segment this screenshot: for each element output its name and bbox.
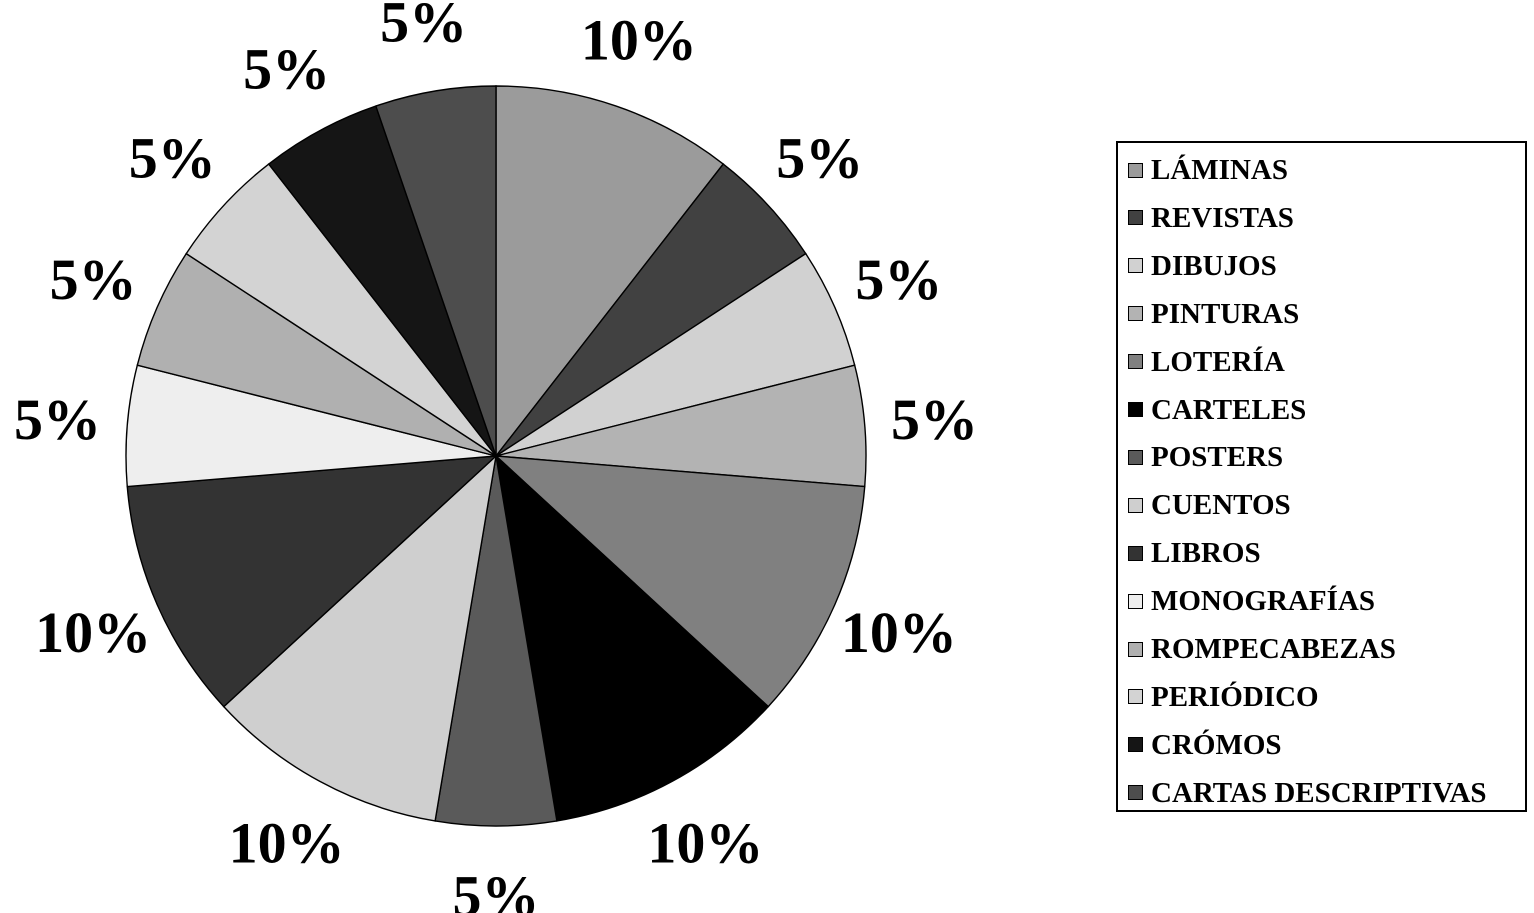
pie-slices [125, 85, 867, 827]
legend-label: POSTERS [1151, 441, 1284, 474]
data-label-cromos: 5% [243, 37, 330, 102]
data-label-monografias: 5% [14, 387, 101, 452]
data-label-pinturas: 5% [891, 387, 978, 452]
legend-label: LOTERÍA [1151, 345, 1285, 378]
legend-label: CRÓMOS [1151, 728, 1282, 761]
legend-item-revistas: REVISTAS [1128, 202, 1294, 234]
data-label-cuentos: 10% [229, 811, 345, 876]
pie-slice-cartas-descriptivas [374, 85, 497, 457]
data-label-laminas: 10% [581, 7, 697, 72]
legend-item-cartas-descriptivas: CARTAS DESCRIPTIVAS [1128, 777, 1487, 809]
data-label-cartas-descriptivas: 5% [380, 0, 467, 55]
legend-item-dibujos: DIBUJOS [1128, 250, 1277, 282]
legend-item-monografias: MONOGRAFÍAS [1128, 585, 1375, 617]
legend-label: CUENTOS [1151, 489, 1291, 522]
legend-label: REVISTAS [1151, 201, 1294, 234]
pie-slice-carteles [494, 454, 770, 822]
legend: LÁMINAS REVISTAS DIBUJOS PINTURAS LOTERÍA CAR… [1116, 141, 1527, 812]
pie-slice-libros [126, 455, 498, 708]
legend-swatch [1128, 593, 1143, 609]
data-label-carteles: 10% [647, 811, 763, 876]
data-label-loteria: 10% [841, 600, 957, 665]
legend-item-carteles: CARTELES [1128, 394, 1306, 426]
legend-swatch [1128, 785, 1143, 801]
legend-item-rompecabezas: ROMPECABEZAS [1128, 633, 1396, 665]
legend-label: ROMPECABEZAS [1151, 633, 1396, 665]
pie-slice-laminas [495, 85, 725, 459]
data-label-posters: 5% [453, 864, 540, 913]
legend-label: CARTAS DESCRIPTIVAS [1151, 776, 1487, 809]
data-label-periodico: 5% [129, 126, 216, 191]
legend-label: LÁMINAS [1151, 154, 1288, 186]
legend-item-libros: LIBROS [1128, 537, 1261, 569]
legend-label: CARTELES [1151, 393, 1307, 426]
legend-item-laminas: LÁMINAS [1128, 154, 1288, 186]
data-label-rompecabezas: 5% [50, 247, 137, 312]
legend-item-cuentos: CUENTOS [1128, 489, 1291, 521]
legend-swatch [1128, 210, 1143, 226]
legend-swatch [1128, 737, 1143, 753]
pie-data-labels: 10% 5% 5% 5% 10% 10% 5% 10% 10% 5% 5% 5% 5% 5% [14, 0, 978, 913]
legend-swatch [1128, 689, 1143, 705]
pie-slice-loteria [494, 455, 866, 708]
legend-swatch [1128, 354, 1143, 370]
data-label-revistas: 5% [776, 126, 863, 191]
legend-item-periodico: PERIÓDICO [1128, 681, 1319, 713]
legend-label: DIBUJOS [1151, 249, 1277, 282]
data-label-libros: 10% [35, 600, 151, 665]
legend-swatch [1128, 162, 1143, 178]
legend-swatch [1128, 497, 1143, 513]
data-label-dibujos: 5% [855, 247, 942, 312]
legend-swatch [1128, 402, 1143, 417]
legend-swatch [1128, 306, 1143, 322]
legend-item-loteria: LOTERÍA [1128, 346, 1285, 378]
legend-item-posters: POSTERS [1128, 441, 1283, 473]
pie-slice-cuentos [222, 454, 498, 822]
legend-swatch [1128, 545, 1143, 561]
legend-label: PINTURAS [1151, 297, 1300, 330]
legend-label: MONOGRAFÍAS [1151, 585, 1375, 618]
legend-swatch [1128, 449, 1143, 465]
legend-label: PERIÓDICO [1151, 680, 1319, 713]
legend-item-cromos: CRÓMOS [1128, 729, 1282, 761]
legend-swatch [1128, 641, 1143, 657]
legend-label: LIBROS [1151, 537, 1261, 570]
legend-item-pinturas: PINTURAS [1128, 298, 1299, 330]
legend-swatch [1128, 258, 1143, 274]
